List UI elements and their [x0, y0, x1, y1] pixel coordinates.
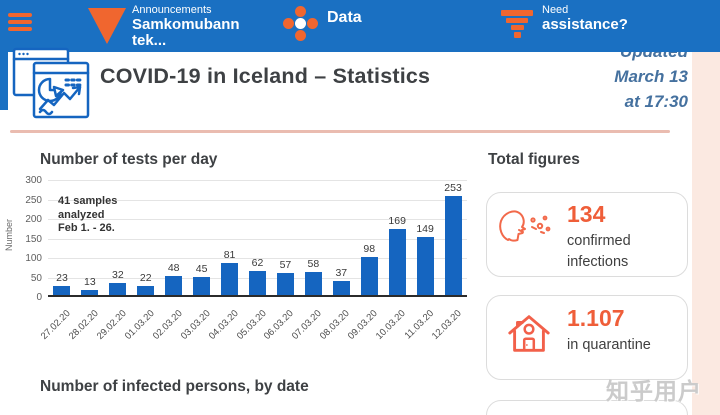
page-title: COVID-19 in Iceland – Statistics [100, 64, 431, 88]
nav-item-need-assistance[interactable]: Need assistance? [500, 4, 628, 40]
bar [416, 236, 434, 295]
gridline [48, 180, 467, 181]
annotation-line: 41 samples [58, 195, 118, 207]
announcement-title-line1: Samkomubann [132, 16, 240, 33]
tests-chart-heading: Number of tests per day [40, 151, 218, 168]
left-blue-strip [0, 0, 8, 110]
top-navigation-bar: Announcements Samkomubann tek... Data Ne… [0, 0, 720, 52]
in-quarantine-card[interactable]: 1.107 in quarantine [486, 295, 688, 380]
bar [221, 263, 239, 295]
bar-value-label: 253 [444, 182, 462, 195]
right-peach-strip [692, 52, 720, 415]
bar-value-label: 58 [307, 258, 320, 271]
y-axis-tick-label: 200 [25, 214, 42, 225]
updated-line3: at 17:30 [624, 92, 688, 111]
coughing-person-icon [497, 205, 555, 250]
bar-value-label: 32 [111, 268, 124, 281]
assistance-line1: Need [542, 4, 569, 16]
bar [137, 286, 155, 295]
total-figures-heading: Total figures [488, 151, 580, 168]
bar-value-label: 22 [139, 272, 152, 285]
quarantine-count: 1.107 [567, 305, 625, 331]
bar-value-label: 48 [167, 262, 180, 275]
tests-per-day-bar-chart: Number 0 50 100 150 200 250 300 23 13 32 22 48 45 81… [0, 174, 472, 364]
warning-triangle-icon [88, 8, 126, 44]
y-axis-tick-label: 150 [25, 233, 42, 245]
chart-plot-area: 23 13 32 22 48 45 81 62 57 58 37 98 169 149 253 [48, 180, 467, 297]
nav-item-data[interactable]: Data [283, 5, 362, 43]
watermark-text: 知乎用户 [606, 378, 702, 404]
bar-value-label: 45 [195, 263, 208, 276]
y-axis-tick-label: 0 [36, 292, 42, 303]
y-axis-tick-label: 250 [25, 194, 42, 206]
annotation-line: Feb 1. - 26. [58, 222, 115, 234]
bar-value-label: 13 [84, 275, 96, 288]
chart-annotation: 41 samples analyzed Feb 1. - 26. [58, 195, 117, 236]
infected-chart-heading: Number of infected persons, by date [40, 378, 309, 395]
funnel-icon [500, 10, 534, 40]
gridline [48, 258, 467, 259]
bar [304, 272, 322, 295]
bar [388, 229, 406, 295]
statistics-windows-icon [12, 46, 90, 125]
bar-value-label: 23 [56, 272, 68, 285]
data-label: Data [327, 9, 362, 26]
bar [81, 289, 99, 295]
confirmed-infections-count: 134 [567, 201, 606, 227]
bar [332, 280, 350, 295]
bar [276, 272, 294, 295]
announcements-label: Announcements [132, 4, 212, 16]
assistance-line2: assistance? [542, 16, 628, 33]
confirmed-infections-card[interactable]: 134 confirmed infections [486, 192, 688, 277]
quarantine-label: in quarantine [567, 337, 651, 353]
house-icon [505, 310, 553, 361]
bar [53, 286, 71, 295]
y-axis-tick-label: 300 [25, 175, 42, 186]
nav-item-announcements[interactable]: Announcements Samkomubann tek... [88, 4, 240, 49]
bar-value-label: 37 [335, 266, 348, 279]
announcement-title-line2: tek... [132, 32, 167, 49]
x-axis-tick-label: 12.03.20 [429, 308, 464, 342]
bar-value-label: 169 [388, 215, 406, 228]
hamburger-menu-icon[interactable] [8, 13, 34, 39]
bar [444, 196, 462, 295]
data-dots-icon [283, 5, 319, 43]
bar-value-label: 81 [223, 249, 236, 262]
gridline [48, 199, 467, 201]
confirmed-label-line1: confirmed [567, 233, 631, 249]
updated-line2: March 13 [614, 67, 688, 86]
bar-value-label: 149 [416, 222, 434, 235]
x-axis-ticks: 27.02.20 28.02.20 29.02.20 01.03.20 02.03.20… [39, 303, 467, 358]
y-axis-ticks: 0 50 100 150 200 250 300 [0, 175, 42, 303]
y-axis-tick-label: 50 [30, 272, 42, 284]
bar [193, 277, 211, 295]
bar [249, 270, 266, 295]
salmon-divider [10, 130, 670, 133]
gridline [48, 219, 467, 220]
bar [165, 276, 183, 295]
y-axis-tick-label: 100 [25, 253, 42, 264]
confirmed-label-line2: infections [567, 254, 629, 270]
bar-value-label: 98 [363, 242, 376, 255]
gridline [48, 238, 467, 240]
annotation-line: analyzed [58, 208, 105, 221]
bar [109, 282, 127, 295]
bar-value-label: 62 [251, 256, 264, 269]
bar-value-label: 57 [279, 258, 292, 271]
bar [360, 256, 378, 295]
